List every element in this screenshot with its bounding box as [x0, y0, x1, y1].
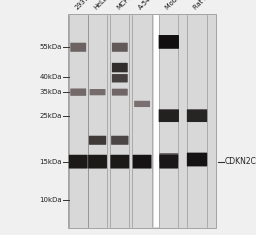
Text: Rat skeletal muscle: Rat skeletal muscle [193, 0, 243, 11]
FancyBboxPatch shape [112, 74, 128, 82]
FancyBboxPatch shape [110, 155, 129, 168]
Text: Mouse testis: Mouse testis [165, 0, 198, 11]
FancyBboxPatch shape [112, 43, 128, 52]
Text: 15kDa: 15kDa [40, 159, 62, 165]
Text: A-549: A-549 [138, 0, 156, 11]
FancyBboxPatch shape [133, 155, 152, 168]
Text: 40kDa: 40kDa [40, 74, 62, 80]
Text: HeLa: HeLa [93, 0, 109, 11]
Text: 55kDa: 55kDa [40, 44, 62, 50]
Text: 10kDa: 10kDa [40, 197, 62, 203]
FancyBboxPatch shape [159, 153, 178, 162]
FancyBboxPatch shape [70, 89, 86, 96]
FancyBboxPatch shape [159, 155, 178, 168]
Text: 25kDa: 25kDa [40, 113, 62, 119]
FancyBboxPatch shape [112, 89, 128, 96]
FancyBboxPatch shape [69, 155, 88, 168]
FancyBboxPatch shape [187, 153, 207, 166]
Text: 293T: 293T [74, 0, 90, 11]
FancyBboxPatch shape [90, 89, 105, 95]
Text: 35kDa: 35kDa [40, 89, 62, 95]
FancyBboxPatch shape [154, 15, 159, 227]
Text: MCF7: MCF7 [115, 0, 133, 11]
FancyBboxPatch shape [88, 155, 107, 168]
FancyBboxPatch shape [68, 14, 216, 228]
Text: CDKN2C/p18-INK4C: CDKN2C/p18-INK4C [225, 157, 256, 166]
FancyBboxPatch shape [159, 35, 179, 49]
FancyBboxPatch shape [134, 101, 150, 107]
FancyBboxPatch shape [187, 109, 207, 122]
FancyBboxPatch shape [89, 136, 106, 145]
FancyBboxPatch shape [111, 136, 129, 145]
FancyBboxPatch shape [159, 109, 179, 122]
FancyBboxPatch shape [112, 63, 128, 72]
FancyBboxPatch shape [70, 43, 86, 52]
